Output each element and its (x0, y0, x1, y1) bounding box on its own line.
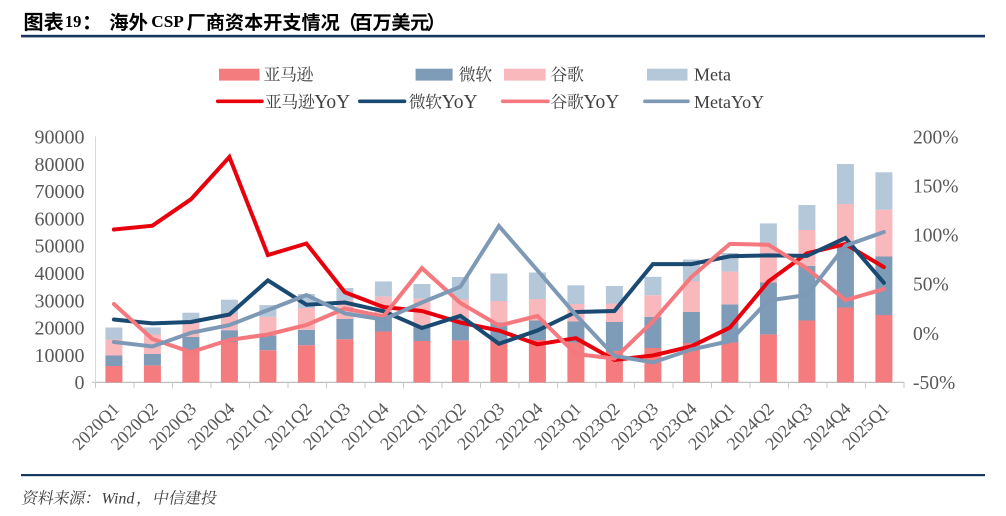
svg-text:80000: 80000 (35, 154, 85, 176)
svg-text:Wind: Wind (102, 491, 136, 508)
svg-text:70000: 70000 (35, 181, 85, 203)
svg-text:150%: 150% (913, 176, 959, 197)
svg-text:YoY: YoY (442, 92, 478, 113)
svg-text:10000: 10000 (35, 345, 85, 367)
svg-text:40000: 40000 (35, 263, 85, 285)
svg-text:50000: 50000 (35, 236, 85, 258)
svg-text:60000: 60000 (35, 208, 85, 230)
svg-text:30000: 30000 (35, 290, 85, 312)
svg-text:-50%: -50% (913, 373, 955, 394)
svg-text:YoY: YoY (314, 92, 350, 113)
svg-text:CSP: CSP (151, 12, 184, 31)
svg-text:20000: 20000 (35, 318, 85, 340)
svg-text:Meta: Meta (694, 65, 731, 85)
svg-text:200%: 200% (913, 127, 959, 148)
svg-text:100%: 100% (913, 226, 959, 247)
svg-text:19: 19 (65, 12, 82, 31)
svg-text:MetaYoY: MetaYoY (694, 92, 764, 112)
svg-text:50%: 50% (913, 275, 949, 296)
svg-text:0: 0 (75, 372, 85, 394)
svg-text:YoY: YoY (583, 92, 619, 113)
svg-text:0%: 0% (913, 324, 939, 345)
svg-text:90000: 90000 (35, 127, 85, 149)
